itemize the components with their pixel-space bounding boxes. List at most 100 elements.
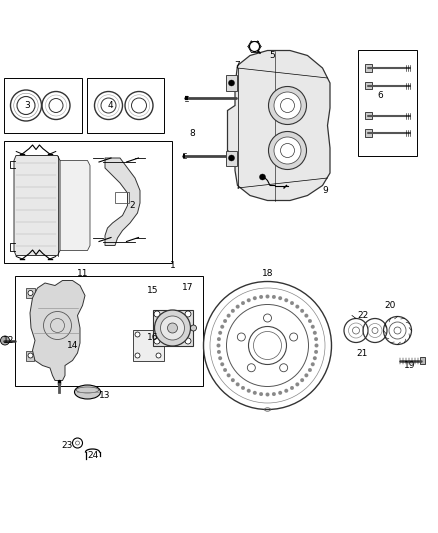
Circle shape [313, 356, 317, 360]
Text: 12: 12 [4, 336, 15, 345]
Text: 9: 9 [322, 186, 328, 195]
Text: 14: 14 [67, 341, 78, 350]
Circle shape [237, 333, 245, 341]
Circle shape [247, 389, 251, 393]
Ellipse shape [74, 385, 100, 399]
Circle shape [308, 368, 312, 372]
Circle shape [314, 337, 318, 341]
Bar [4, 78, 81, 133]
Circle shape [191, 325, 197, 331]
Circle shape [227, 374, 230, 377]
Circle shape [311, 362, 314, 366]
Circle shape [259, 392, 263, 396]
Text: 23: 23 [62, 441, 73, 450]
Circle shape [154, 311, 160, 317]
Text: 13: 13 [99, 391, 111, 400]
Text: 5: 5 [270, 51, 276, 60]
Circle shape [247, 298, 251, 302]
Circle shape [314, 350, 318, 354]
Circle shape [314, 344, 318, 348]
Bar [365, 82, 371, 89]
Polygon shape [227, 51, 330, 200]
Circle shape [231, 309, 235, 313]
Bar [365, 112, 371, 119]
Circle shape [28, 353, 33, 358]
Bar [226, 76, 237, 91]
Circle shape [268, 86, 307, 125]
Circle shape [217, 344, 220, 348]
Circle shape [265, 295, 269, 298]
Circle shape [217, 350, 221, 354]
Circle shape [259, 174, 265, 180]
Text: 3: 3 [25, 101, 30, 110]
Bar [420, 357, 425, 364]
Bar [226, 150, 237, 166]
Circle shape [218, 356, 222, 360]
Circle shape [313, 331, 317, 335]
Circle shape [0, 336, 10, 345]
Bar [133, 329, 163, 360]
Circle shape [236, 305, 240, 309]
Text: 11: 11 [77, 269, 88, 278]
Circle shape [160, 316, 184, 340]
Circle shape [241, 386, 245, 390]
Circle shape [229, 80, 234, 86]
Circle shape [217, 337, 221, 341]
Circle shape [304, 374, 308, 377]
Circle shape [290, 386, 294, 390]
Circle shape [290, 333, 298, 341]
Text: 24: 24 [87, 451, 98, 460]
Text: 21: 21 [357, 349, 368, 358]
Circle shape [154, 338, 160, 344]
Bar [357, 51, 417, 156]
Circle shape [284, 389, 288, 393]
Circle shape [231, 378, 235, 382]
Circle shape [28, 290, 33, 295]
Bar [365, 130, 371, 136]
Circle shape [253, 391, 257, 395]
Text: 2: 2 [130, 201, 135, 210]
Circle shape [264, 314, 272, 322]
Polygon shape [14, 156, 60, 255]
Circle shape [265, 393, 269, 397]
Circle shape [223, 319, 227, 323]
Circle shape [236, 383, 240, 386]
Polygon shape [105, 158, 140, 246]
Circle shape [272, 295, 276, 299]
Circle shape [223, 368, 227, 372]
Text: 8: 8 [190, 128, 195, 138]
Circle shape [135, 332, 140, 337]
Circle shape [229, 155, 234, 161]
Circle shape [167, 323, 177, 333]
Bar [4, 141, 172, 263]
Circle shape [304, 314, 308, 318]
Circle shape [250, 42, 259, 52]
Bar [26, 288, 35, 298]
Circle shape [220, 325, 224, 329]
Text: 19: 19 [404, 361, 416, 370]
Circle shape [156, 353, 161, 358]
Polygon shape [57, 160, 90, 251]
Circle shape [268, 132, 307, 169]
Circle shape [156, 332, 161, 337]
Bar [86, 78, 164, 133]
Circle shape [278, 391, 282, 395]
Bar [152, 310, 192, 345]
Text: 4: 4 [107, 101, 113, 110]
Circle shape [274, 92, 301, 119]
Circle shape [155, 310, 191, 346]
Bar [15, 276, 202, 385]
Circle shape [185, 311, 191, 317]
Text: 22: 22 [357, 311, 368, 320]
Text: 7: 7 [235, 61, 240, 70]
Text: 6: 6 [377, 91, 383, 100]
Circle shape [185, 338, 191, 344]
Circle shape [274, 137, 301, 164]
Bar [365, 64, 371, 71]
Circle shape [290, 301, 294, 305]
Circle shape [220, 362, 224, 366]
Text: 15: 15 [147, 286, 158, 295]
Circle shape [218, 331, 222, 335]
Bar [115, 192, 129, 203]
Bar [26, 351, 34, 360]
